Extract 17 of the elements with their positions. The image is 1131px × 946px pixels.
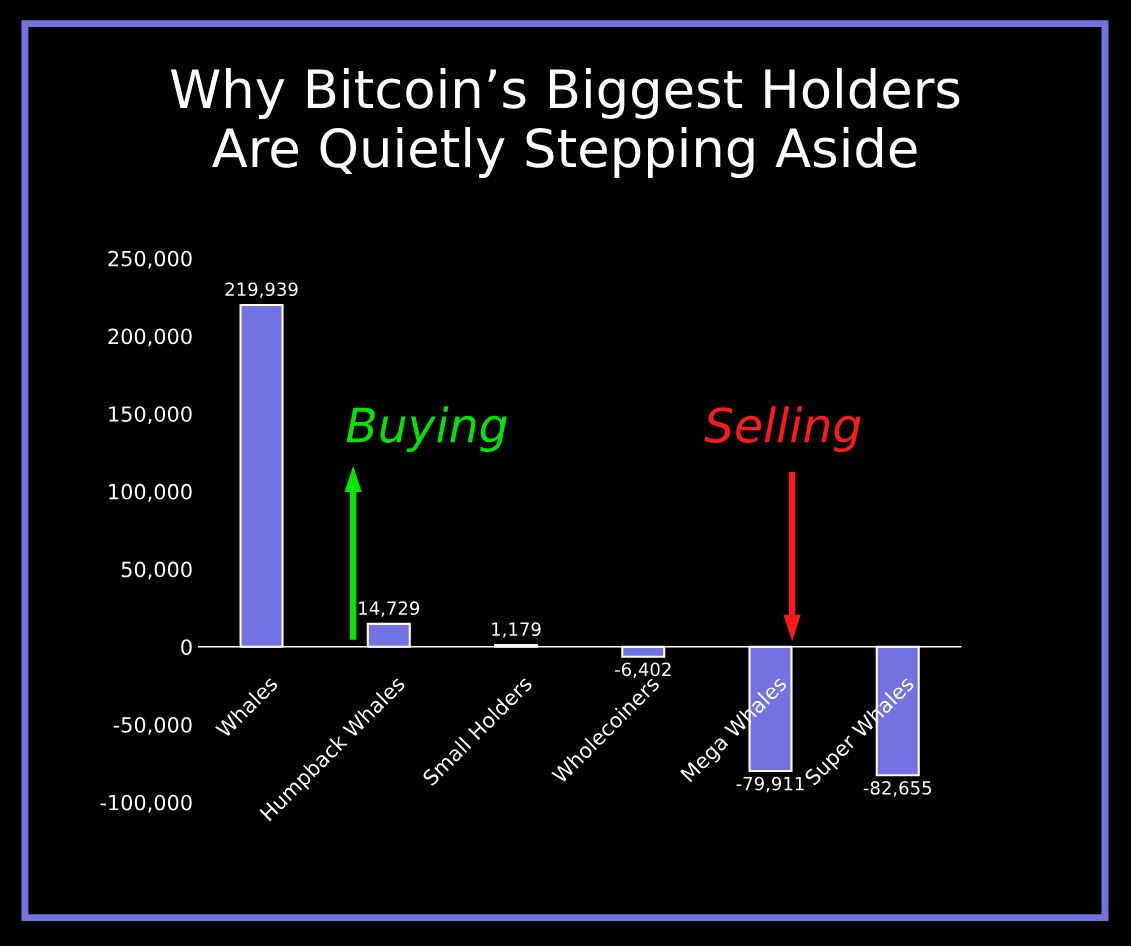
y-tick-label: -100,000 [100, 794, 192, 813]
data-label: 14,729 [359, 601, 420, 617]
data-label: -82,655 [863, 781, 931, 797]
data-label: 219,939 [225, 282, 298, 298]
data-label: -6,402 [615, 662, 671, 678]
annotation: Selling [704, 406, 861, 453]
y-tick-label: -50,000 [113, 716, 192, 735]
y-tick-label: 100,000 [109, 483, 192, 502]
y-tick-label: 200,000 [108, 328, 192, 347]
y-tick-label: 250,000 [108, 250, 192, 269]
data-label: 1,179 [492, 622, 541, 638]
data-label: -79,911 [736, 776, 804, 793]
y-tick-label: 150,000 [109, 406, 192, 425]
y-tick-label: 50,000 [121, 561, 192, 580]
y-tick-label: 0 [181, 639, 192, 655]
chart-title: Why Bitcoin’s Biggest Holders Are Quietly Stepping Aside [170, 67, 960, 179]
annotation: Buying [346, 406, 507, 453]
